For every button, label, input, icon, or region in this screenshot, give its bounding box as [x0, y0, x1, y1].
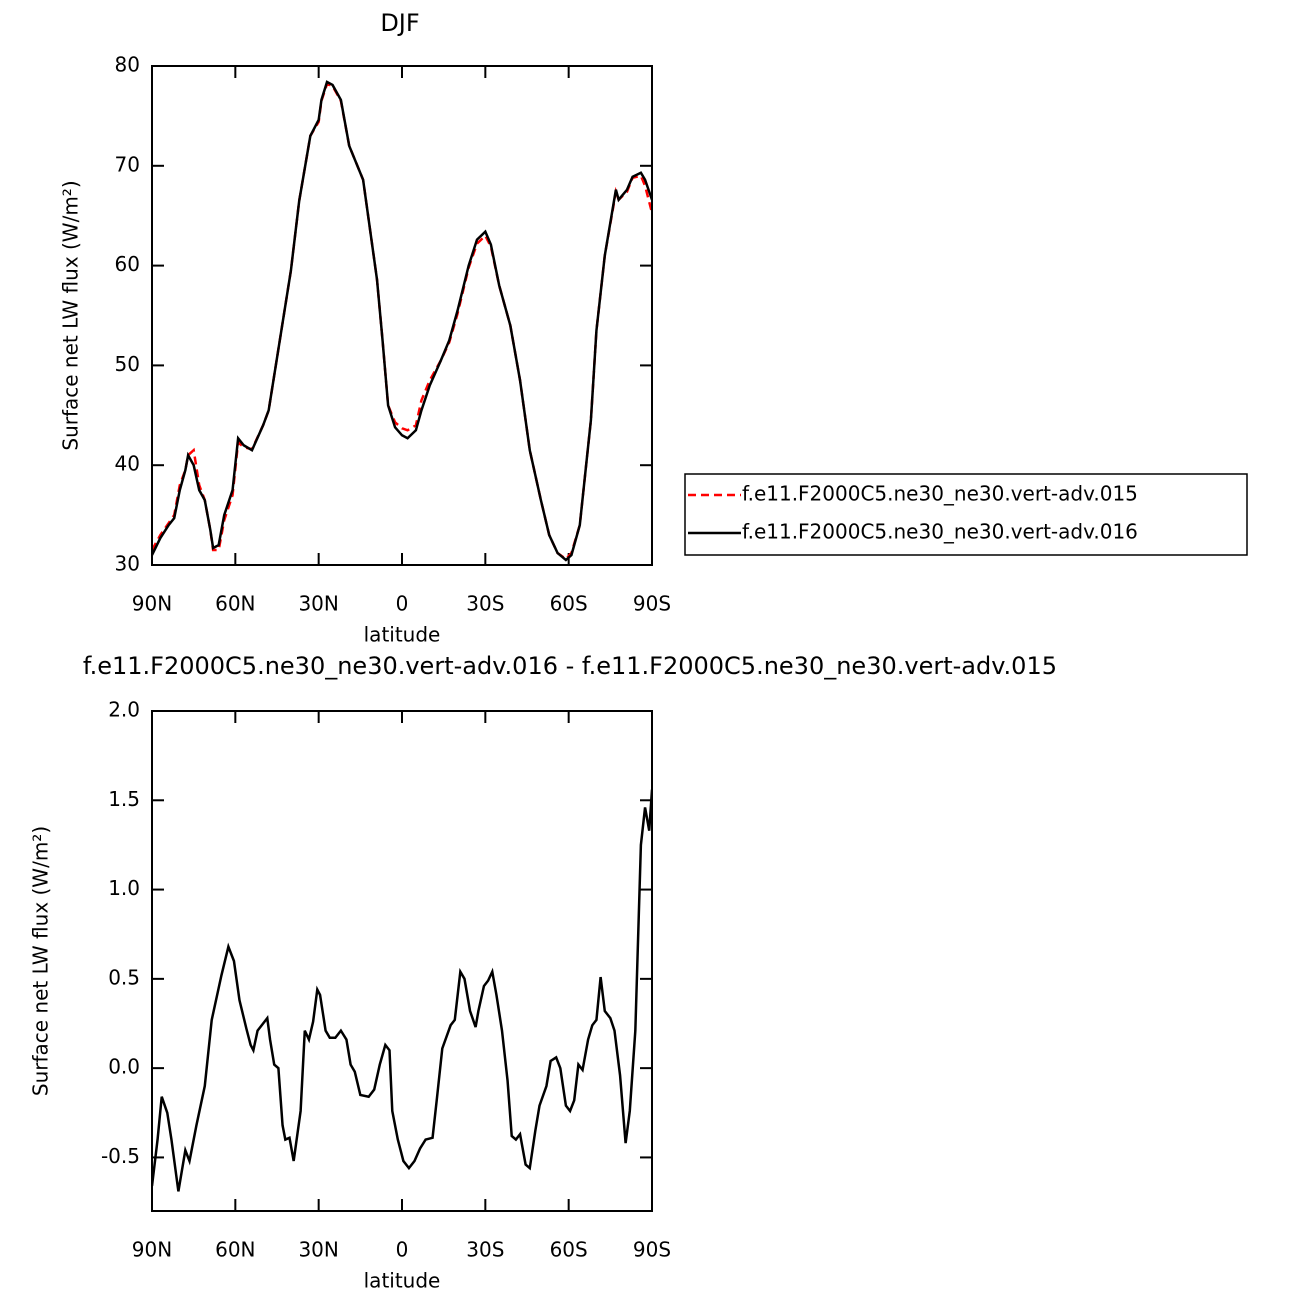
x-tick-label: 30S	[466, 592, 504, 616]
series-line	[152, 80, 652, 562]
x-tick-label: 90S	[633, 592, 671, 616]
x-tick-label: 30N	[298, 1238, 338, 1262]
y-tick-label: 40	[115, 452, 140, 476]
x-tick-label: 30S	[466, 1238, 504, 1262]
legend-label: f.e11.F2000C5.ne30_ne30.vert-adv.016	[742, 520, 1138, 544]
x-tick-label: 60S	[550, 1238, 588, 1262]
legend-box	[684, 473, 1248, 556]
chart-title: f.e11.F2000C5.ne30_ne30.vert-adv.016 - f…	[83, 652, 1057, 680]
y-tick-label: 50	[115, 352, 140, 376]
y-tick-label: 0.0	[108, 1055, 140, 1079]
x-tick-label: 60S	[550, 592, 588, 616]
y-axis-label: Surface net LW flux (W/m²)	[29, 826, 53, 1096]
plot-frame	[151, 65, 653, 566]
plot-frame	[151, 710, 653, 1212]
x-tick-label: 60N	[215, 592, 255, 616]
x-tick-label: 90N	[132, 1238, 172, 1262]
y-tick-label: 60	[115, 252, 140, 276]
chart-title: DJF	[380, 9, 419, 37]
y-axis-label: Surface net LW flux (W/m²)	[59, 180, 83, 450]
legend-label: f.e11.F2000C5.ne30_ne30.vert-adv.015	[742, 482, 1138, 506]
y-tick-label: 30	[115, 552, 140, 576]
series-line	[152, 789, 652, 1192]
y-tick-label: 0.5	[108, 965, 140, 989]
x-tick-label: 0	[396, 1238, 409, 1262]
y-tick-label: 80	[115, 53, 140, 77]
x-axis-label: latitude	[364, 623, 441, 647]
x-axis-label: latitude	[364, 1269, 441, 1293]
x-tick-label: 90S	[633, 1238, 671, 1262]
y-tick-label: 2.0	[108, 698, 140, 722]
y-tick-label: 1.0	[108, 876, 140, 900]
x-tick-label: 30N	[298, 592, 338, 616]
x-tick-label: 0	[396, 592, 409, 616]
y-tick-label: 1.5	[108, 787, 140, 811]
y-tick-label: -0.5	[101, 1144, 140, 1168]
x-tick-label: 90N	[132, 592, 172, 616]
series-line	[152, 82, 652, 561]
x-tick-label: 60N	[215, 1238, 255, 1262]
y-tick-label: 70	[115, 152, 140, 176]
